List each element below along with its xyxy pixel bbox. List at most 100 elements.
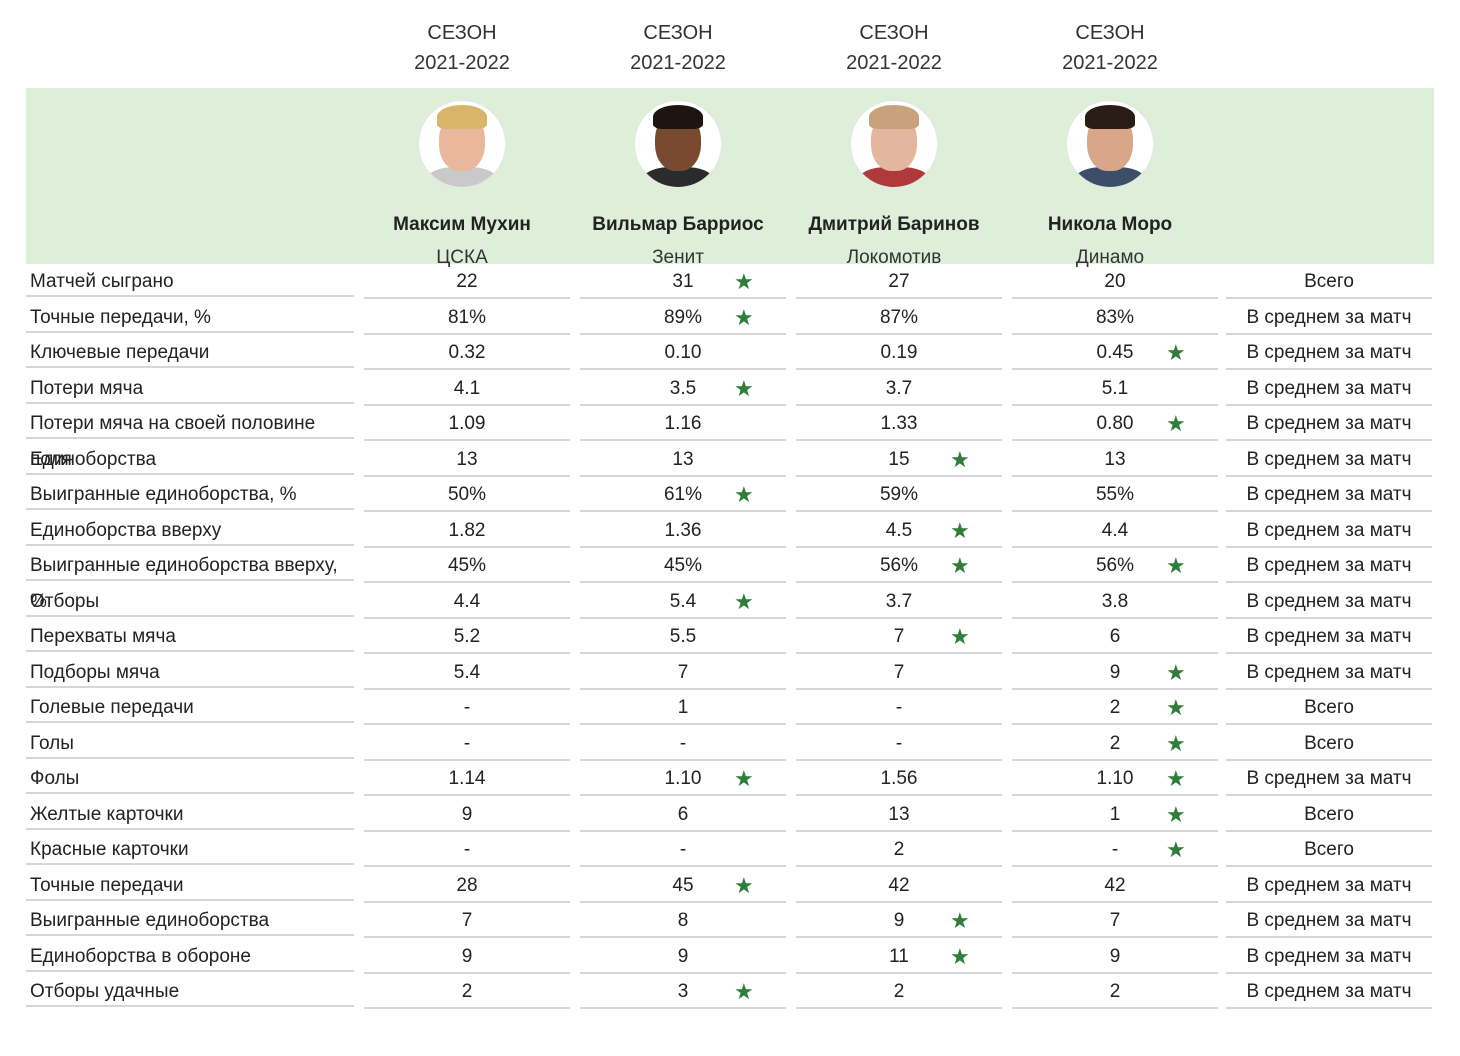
player-card: Никола Моро Динамо: [1002, 88, 1218, 270]
stat-value-cell: 2 ★: [1012, 690, 1218, 725]
stat-value-cell: -: [796, 690, 1002, 725]
stat-value: 31: [672, 271, 694, 292]
stat-value: 9: [1109, 661, 1121, 683]
season-years: 2021-2022: [1062, 52, 1158, 74]
season-header-row: СЕЗОН 2021-2022 СЕЗОН 2021-2022 СЕЗОН 20…: [0, 18, 1460, 88]
player-name: Никола Моро: [1047, 214, 1173, 235]
stat-value-cell: 7: [580, 655, 786, 690]
player-name: Вильмар Барриос: [592, 214, 764, 235]
stat-value: 6: [1109, 626, 1121, 647]
stat-value: 5.5: [669, 626, 697, 647]
stat-note: В среднем за матч: [1226, 939, 1432, 974]
stat-value: 1: [1109, 803, 1121, 825]
stat-value-cell: 13: [364, 442, 570, 477]
stat-value-cell: 3 ★: [580, 974, 786, 1009]
table-row: Матчей сыграно 22 31 ★ 27 20 Всего: [0, 264, 1460, 300]
stat-value: 2: [461, 981, 473, 1002]
stat-value: 4.4: [453, 590, 481, 612]
stat-value: -: [895, 697, 903, 718]
stat-value-cell: 13: [796, 797, 1002, 832]
stat-value: 1.36: [664, 519, 702, 541]
player-card: Вильмар Барриос Зенит: [570, 88, 786, 270]
star-icon: ★: [1166, 730, 1186, 756]
star-icon: ★: [1166, 411, 1186, 436]
stat-note: В среднем за матч: [1226, 655, 1432, 690]
table-row: Выигранные единоборства 7 8 9 ★ 7 В среднем за…: [0, 903, 1460, 939]
players-banner: Максим Мухин ЦСКА Вильмар Барриос Зенит …: [26, 88, 1434, 268]
stat-value: 1.56: [880, 768, 918, 789]
stat-note: В среднем за матч: [1226, 974, 1432, 1009]
stat-value: -: [463, 732, 471, 754]
stat-label: Точные передачи, %: [26, 300, 354, 333]
stat-note: В среднем за матч: [1226, 619, 1432, 654]
stat-value-cell: 5.4 ★: [580, 584, 786, 619]
player-club: Динамо: [1075, 247, 1145, 268]
stat-value: 3.5: [669, 377, 697, 399]
stat-note: В среднем за матч: [1226, 335, 1432, 370]
stat-value-cell: 61% ★: [580, 477, 786, 512]
stat-value-cell: 1.33: [796, 406, 1002, 441]
star-icon: ★: [1166, 340, 1186, 365]
stat-value-cell: 3.8: [1012, 584, 1218, 619]
stat-label: Матчей сыграно: [26, 264, 354, 297]
stat-value-cell: 31 ★: [580, 264, 786, 299]
stat-value: 9: [677, 945, 689, 967]
star-icon: ★: [734, 766, 754, 791]
stat-value: -: [895, 732, 903, 754]
stat-value-cell: 5.5: [580, 619, 786, 654]
table-row: Потери мяча 4.1 3.5 ★ 3.7 5.1 В среднем за мат…: [0, 371, 1460, 407]
stat-note: В среднем за матч: [1226, 868, 1432, 903]
stat-value: 89%: [663, 306, 703, 328]
stat-value: 0.45: [1096, 342, 1134, 363]
stat-value-cell: 59%: [796, 477, 1002, 512]
stat-value: 0.10: [664, 342, 702, 363]
stat-value: 45: [672, 874, 694, 896]
stat-value: 55%: [1095, 484, 1135, 505]
stat-value-cell: -: [364, 726, 570, 761]
stat-value-cell: 7: [364, 903, 570, 938]
stat-value-cell: 13: [1012, 442, 1218, 477]
stat-note: В среднем за матч: [1226, 477, 1432, 512]
stat-value-cell: 3.7: [796, 584, 1002, 619]
star-icon: ★: [950, 624, 970, 649]
stat-value-cell: - ★: [1012, 832, 1218, 867]
stat-value-cell: 1.56: [796, 761, 1002, 796]
stat-value-cell: -: [364, 690, 570, 725]
stat-value-cell: 1 ★: [1012, 797, 1218, 832]
stat-value: 8: [677, 910, 689, 931]
stat-value: 81%: [447, 306, 487, 328]
stat-value: 13: [672, 448, 694, 470]
stat-value: 2: [1109, 732, 1121, 754]
stat-value: 42: [888, 874, 910, 896]
stat-value-cell: 9 ★: [1012, 655, 1218, 690]
stat-value: 1: [677, 697, 689, 718]
stat-value: 7: [893, 661, 905, 683]
stat-value-cell: -: [580, 832, 786, 867]
stat-value-cell: 1.09: [364, 406, 570, 441]
stat-value-cell: 0.19: [796, 335, 1002, 370]
stat-value: 1.09: [448, 413, 486, 434]
stat-value: 11: [889, 945, 909, 967]
stat-value-cell: 4.4: [1012, 513, 1218, 548]
season-label: СЕЗОН: [427, 22, 497, 44]
stat-note: В среднем за матч: [1226, 584, 1432, 619]
stat-value: 3.8: [1101, 590, 1129, 612]
stat-value: 83%: [1095, 306, 1135, 328]
stat-value-cell: 0.80 ★: [1012, 406, 1218, 441]
stat-value: 28: [456, 874, 478, 896]
stat-value-cell: 13: [580, 442, 786, 477]
table-row: Подборы мяча 5.4 7 7 9 ★ В среднем за матч: [0, 655, 1460, 691]
stat-note: В среднем за матч: [1226, 406, 1432, 441]
star-icon: ★: [734, 872, 754, 898]
star-icon: ★: [950, 553, 970, 578]
stat-value-cell: 27: [796, 264, 1002, 299]
stat-value-cell: 28: [364, 868, 570, 903]
stat-value: 1.10: [1096, 768, 1134, 789]
star-icon: ★: [1166, 801, 1186, 827]
stat-value: -: [679, 732, 687, 754]
stat-value-cell: 9: [1012, 939, 1218, 974]
player-photo: [1066, 100, 1154, 188]
player-card: Максим Мухин ЦСКА: [354, 88, 570, 270]
stat-value-cell: 42: [1012, 868, 1218, 903]
stat-value: 9: [461, 945, 473, 967]
